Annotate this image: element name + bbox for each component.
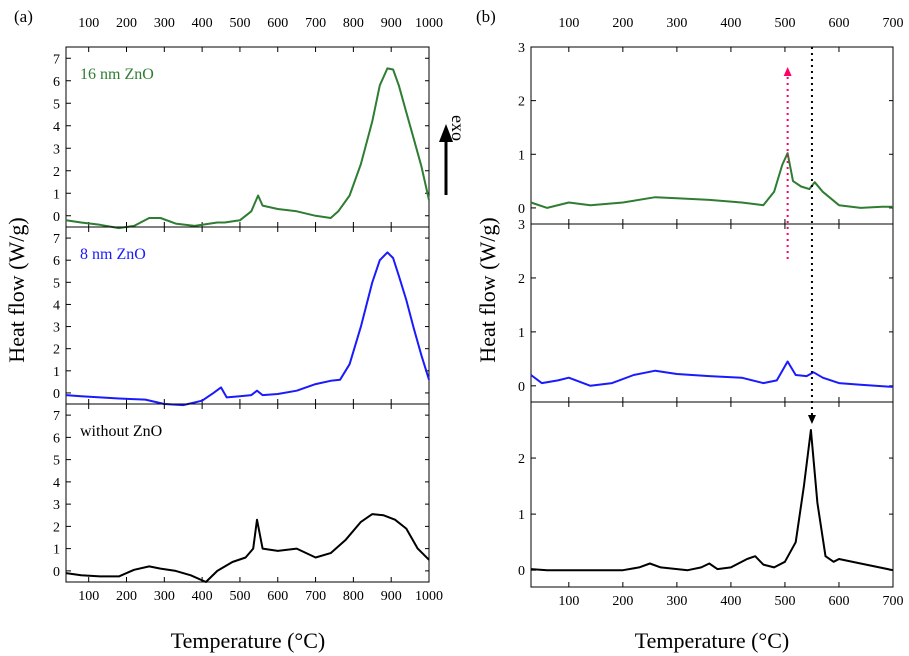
marker-arrowhead-1: [783, 67, 792, 76]
y-tick-label: 0: [518, 202, 525, 217]
x-tick-label-top: 800: [343, 16, 364, 31]
panel-a-series-3-label: without ZnO: [80, 423, 162, 440]
x-tick-label-bottom: 200: [116, 589, 137, 604]
y-tick-label: 0: [518, 380, 525, 395]
y-tick-label: 0: [53, 210, 60, 225]
y-tick-label: 5: [53, 276, 60, 291]
x-tick-label-bottom: 900: [381, 589, 402, 604]
panel-a-series-3-line: [65, 513, 430, 583]
y-tick-label: 7: [53, 52, 60, 67]
marker-arrowhead-2: [807, 415, 816, 425]
x-tick-label-top: 100: [558, 16, 579, 31]
y-tick-label: 2: [518, 95, 525, 110]
x-tick-label-bottom: 1000: [415, 589, 443, 604]
y-tick-label: 2: [53, 343, 60, 358]
x-tick-label-bottom: 500: [774, 594, 795, 609]
exo-arrow-icon: [439, 124, 453, 195]
panel-b-label: (b): [476, 7, 496, 26]
x-tick-label-top: 100: [78, 16, 99, 31]
y-tick-label: 1: [53, 187, 60, 202]
y-tick-label: 4: [53, 476, 60, 491]
y-tick-label: 1: [53, 365, 60, 380]
panel-a-label: (a): [14, 7, 33, 26]
y-tick-label: 3: [518, 41, 525, 56]
panel-a-series-2-line: [65, 251, 430, 407]
panel-a-series-1-label: 16 nm ZnO: [80, 66, 154, 83]
y-tick-label: 2: [518, 272, 525, 287]
y-tick-label: 5: [53, 454, 60, 469]
y-tick-label: 5: [53, 97, 60, 112]
x-tick-label-bottom: 100: [558, 594, 579, 609]
x-tick-label-bottom: 600: [267, 589, 288, 604]
x-tick-label-top: 700: [883, 16, 904, 31]
x-tick-label-bottom: 400: [192, 589, 213, 604]
x-tick-label-bottom: 100: [78, 589, 99, 604]
panel-a-series-1-line: [65, 67, 430, 230]
x-tick-label-bottom: 300: [666, 594, 687, 609]
y-tick-label: 6: [53, 254, 60, 269]
y-tick-label: 4: [53, 120, 60, 135]
exo-annotation: exo: [448, 115, 468, 141]
x-tick-label-top: 300: [154, 16, 175, 31]
panel-a-y-axis-label: Heat flow (W/g): [4, 217, 29, 362]
x-tick-label-top: 500: [229, 16, 250, 31]
x-tick-label-top: 900: [381, 16, 402, 31]
y-tick-label: 0: [53, 565, 60, 580]
x-tick-label-top: 700: [305, 16, 326, 31]
x-tick-label-bottom: 600: [828, 594, 849, 609]
x-tick-label-bottom: 700: [305, 589, 326, 604]
x-tick-label-top: 600: [267, 16, 288, 31]
panel-b: (b) Temperature (°C) Heat flow (W/g) 0 1 2…: [475, 7, 904, 653]
y-tick-label: 7: [53, 409, 60, 424]
y-tick-label: 4: [53, 298, 60, 313]
x-tick-label-bottom: 300: [154, 589, 175, 604]
panel-b-subplot-3-frame: [530, 401, 894, 588]
x-tick-label-top: 500: [774, 16, 795, 31]
y-tick-label: 1: [518, 326, 525, 341]
y-tick-label: 3: [53, 498, 60, 513]
x-tick-label-bottom: 200: [612, 594, 633, 609]
panel-a: (a) Temperature (°C) Heat flow (W/g) exo…: [4, 7, 468, 653]
x-tick-label-top: 600: [828, 16, 849, 31]
panel-b-x-axis-label: Temperature (°C): [635, 628, 789, 653]
x-tick-label-bottom: 400: [720, 594, 741, 609]
x-tick-label-top: 400: [192, 16, 213, 31]
y-tick-label: 3: [53, 321, 60, 336]
y-tick-label: 1: [53, 543, 60, 558]
y-tick-label: 2: [53, 165, 60, 180]
y-tick-label: 2: [518, 452, 525, 467]
x-tick-label-top: 300: [666, 16, 687, 31]
y-tick-label: 2: [53, 520, 60, 535]
panel-b-series-2-line: [530, 360, 894, 388]
x-tick-label-top: 200: [116, 16, 137, 31]
x-tick-label-bottom: 500: [229, 589, 250, 604]
panel-a-subplot-3-frame: [65, 403, 430, 583]
panel-a-series-2-label: 8 nm ZnO: [80, 246, 146, 263]
panel-a-x-axis-label: Temperature (°C): [171, 628, 325, 653]
x-tick-label-top: 200: [612, 16, 633, 31]
x-tick-label-bottom: 800: [343, 589, 364, 604]
y-tick-label: 3: [518, 218, 525, 233]
y-tick-label: 7: [53, 232, 60, 247]
y-tick-label: 0: [53, 387, 60, 402]
y-tick-label: 1: [518, 148, 525, 163]
y-tick-label: 1: [518, 508, 525, 523]
panel-b-series-3-line: [530, 429, 894, 572]
panel-b-y-axis-label: Heat flow (W/g): [475, 217, 500, 362]
x-tick-label-bottom: 700: [883, 594, 904, 609]
panel-b-series-1-line: [530, 152, 893, 209]
y-tick-label: 0: [518, 564, 525, 579]
x-tick-label-top: 400: [720, 16, 741, 31]
panel-b-subplot-1-frame: [530, 46, 894, 225]
y-tick-label: 6: [53, 431, 60, 446]
x-tick-label-top: 1000: [415, 16, 443, 31]
y-tick-label: 6: [53, 75, 60, 90]
y-tick-label: 3: [53, 142, 60, 157]
